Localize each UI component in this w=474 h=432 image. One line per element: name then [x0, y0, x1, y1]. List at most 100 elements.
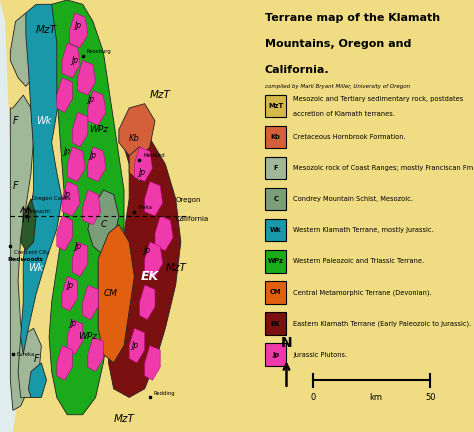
Text: F: F [273, 165, 278, 171]
Text: N: N [281, 336, 292, 350]
Text: MzT: MzT [114, 414, 135, 424]
Polygon shape [10, 95, 34, 410]
Bar [264, 157, 286, 179]
Text: Jp: Jp [74, 22, 81, 30]
Polygon shape [57, 78, 73, 112]
Bar [264, 312, 286, 335]
Polygon shape [62, 181, 80, 216]
Polygon shape [70, 13, 88, 48]
Bar [264, 281, 286, 304]
Text: Eastern Klamath Terrane (Early Paleozoic to Jurassic).: Eastern Klamath Terrane (Early Paleozoic… [293, 320, 471, 327]
Text: Terrane map of the Klamath: Terrane map of the Klamath [264, 13, 440, 23]
Text: Jp: Jp [69, 320, 76, 328]
Text: F: F [13, 116, 18, 126]
Text: Oregon Caves: Oregon Caves [32, 196, 71, 201]
Polygon shape [88, 147, 106, 181]
Text: Redwoods: Redwoods [8, 257, 44, 262]
Polygon shape [129, 147, 150, 181]
Polygon shape [62, 43, 80, 78]
Text: Mesozoic rock of Coast Ranges; mostly Franciscan Fm: Mesozoic rock of Coast Ranges; mostly Fr… [293, 165, 473, 171]
Text: EK: EK [141, 270, 159, 283]
Text: F: F [33, 353, 39, 364]
Polygon shape [98, 225, 134, 363]
Text: WPz: WPz [268, 258, 283, 264]
Polygon shape [28, 363, 46, 397]
Text: C: C [273, 196, 278, 202]
Polygon shape [10, 13, 41, 86]
Text: Hasachi: Hasachi [30, 209, 51, 214]
Text: Jp: Jp [144, 246, 151, 255]
Text: Kb: Kb [129, 134, 140, 143]
Text: CM: CM [270, 289, 282, 295]
Text: Cretaceous Hornbrook Formation.: Cretaceous Hornbrook Formation. [293, 134, 406, 140]
Text: EK: EK [271, 321, 281, 327]
Polygon shape [57, 216, 73, 251]
Polygon shape [78, 60, 96, 95]
Text: Jp: Jp [90, 151, 97, 160]
Bar [264, 126, 286, 148]
Text: Condrey Mountain Schist, Mesozoic.: Condrey Mountain Schist, Mesozoic. [293, 196, 413, 202]
Text: Jp: Jp [64, 147, 71, 156]
Polygon shape [129, 328, 145, 363]
Polygon shape [145, 242, 163, 276]
Text: Jp: Jp [72, 56, 79, 65]
Text: F: F [13, 181, 18, 191]
Text: 50: 50 [425, 393, 436, 402]
Bar [264, 343, 286, 366]
Bar [264, 219, 286, 241]
Text: km: km [369, 393, 383, 402]
Text: Redding: Redding [154, 391, 175, 396]
Text: accretion of Klamath terranes.: accretion of Klamath terranes. [293, 111, 395, 117]
Polygon shape [88, 190, 119, 255]
Text: Roseburg: Roseburg [87, 49, 111, 54]
Text: Jp: Jp [131, 341, 138, 350]
Text: Kb: Kb [271, 134, 281, 140]
Text: Jp: Jp [64, 190, 71, 199]
Text: Jp: Jp [138, 168, 146, 177]
Polygon shape [119, 104, 155, 160]
Polygon shape [139, 285, 155, 320]
Text: WPz: WPz [78, 333, 97, 341]
Text: Crescent City: Crescent City [14, 250, 50, 255]
Text: MzT: MzT [150, 90, 171, 100]
Text: MzT: MzT [268, 103, 283, 109]
Text: Eureka: Eureka [17, 352, 35, 357]
Text: Jurassic Plutons.: Jurassic Plutons. [293, 352, 347, 358]
Polygon shape [62, 276, 78, 311]
Polygon shape [155, 216, 173, 251]
Text: Wk: Wk [270, 227, 282, 233]
Polygon shape [18, 328, 41, 397]
Polygon shape [88, 91, 106, 125]
Polygon shape [67, 320, 82, 354]
Polygon shape [109, 130, 181, 397]
Polygon shape [73, 242, 88, 276]
Bar [264, 188, 286, 210]
Polygon shape [134, 147, 153, 181]
Polygon shape [73, 112, 88, 147]
Text: MzT: MzT [36, 25, 57, 35]
Polygon shape [21, 4, 67, 354]
Text: Western Klamath Terrane, mostly Jurassic.: Western Klamath Terrane, mostly Jurassic… [293, 227, 434, 233]
Text: Jp: Jp [66, 281, 73, 289]
Text: WPz: WPz [89, 125, 108, 134]
Bar [264, 95, 286, 117]
Text: compiled by Marli Bryant Miller, University of Oregon: compiled by Marli Bryant Miller, Univers… [264, 84, 410, 89]
Text: Wk: Wk [36, 116, 52, 126]
Polygon shape [0, 0, 18, 432]
Polygon shape [82, 190, 101, 225]
Polygon shape [67, 147, 85, 181]
Text: 0: 0 [310, 393, 315, 402]
Text: Medford: Medford [143, 153, 165, 158]
Text: Jp: Jp [87, 95, 94, 104]
Text: California: California [176, 216, 209, 222]
Polygon shape [82, 285, 98, 320]
Text: Mountains, Oregon and: Mountains, Oregon and [264, 39, 411, 49]
Text: California.: California. [264, 65, 329, 75]
Text: Oregon: Oregon [176, 197, 201, 203]
Polygon shape [21, 199, 36, 251]
Polygon shape [49, 0, 124, 415]
Text: Jp: Jp [272, 352, 279, 358]
Text: Yreka: Yreka [138, 205, 153, 210]
Text: MzT: MzT [165, 263, 186, 273]
Text: C: C [100, 220, 107, 229]
